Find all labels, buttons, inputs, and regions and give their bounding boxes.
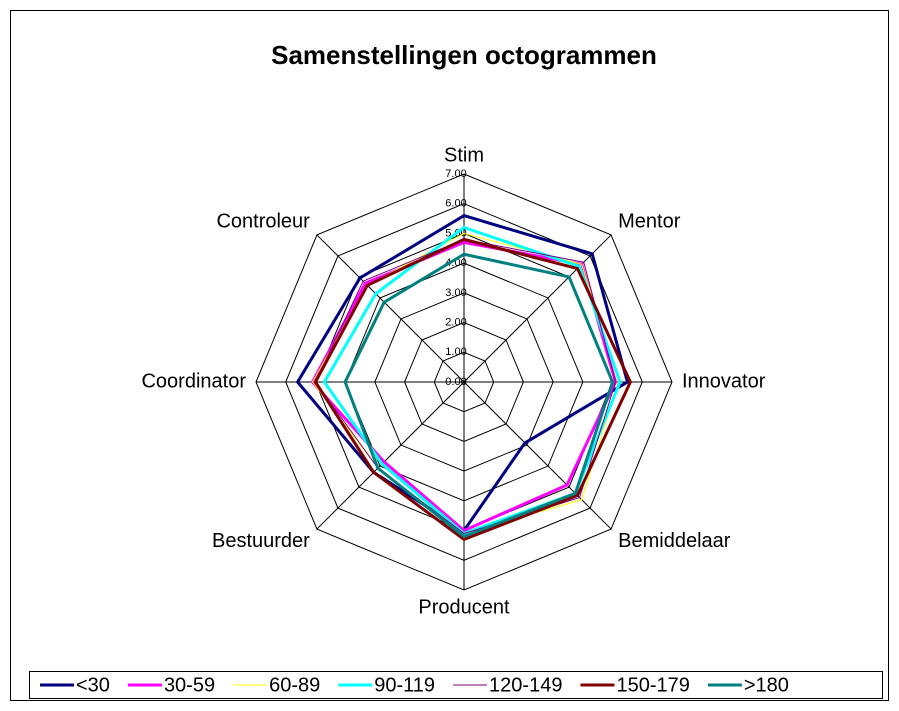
tick-label: 0.00 — [445, 376, 466, 388]
chart-title: Samenstellingen octogrammen — [271, 40, 657, 70]
axis-spoke — [463, 381, 612, 530]
series-line — [313, 237, 633, 542]
category-label: Producent — [418, 596, 510, 618]
tick-label: 7.00 — [445, 168, 466, 180]
category-label: Mentor — [618, 210, 681, 232]
tick-label: 2.00 — [445, 316, 466, 328]
tick-label: 3.00 — [445, 287, 466, 299]
category-label: Innovator — [682, 370, 766, 392]
legend-label: 120-149 — [489, 674, 562, 696]
category-label: Bemiddelaar — [618, 530, 731, 552]
legend-label: >180 — [744, 674, 789, 696]
legend-label: 150-179 — [616, 674, 689, 696]
tick-label: 4.00 — [445, 257, 466, 269]
legend-label: <30 — [76, 674, 110, 696]
axis-spoke — [316, 381, 465, 530]
axis-spoke — [463, 234, 612, 383]
legend-label: 30-59 — [164, 674, 215, 696]
category-label: Controleur — [216, 210, 310, 232]
legend-label: 90-119 — [374, 674, 435, 696]
series-line — [343, 252, 615, 539]
tick-label: 6.00 — [445, 198, 466, 210]
axis-spoke — [316, 234, 465, 383]
tick-label: 1.00 — [445, 346, 466, 358]
category-label: Coordinator — [141, 370, 246, 392]
chart-border — [10, 10, 889, 701]
category-label: Stim — [444, 144, 484, 166]
category-label: Bestuurder — [212, 530, 310, 552]
legend-label: 60-89 — [269, 674, 320, 696]
